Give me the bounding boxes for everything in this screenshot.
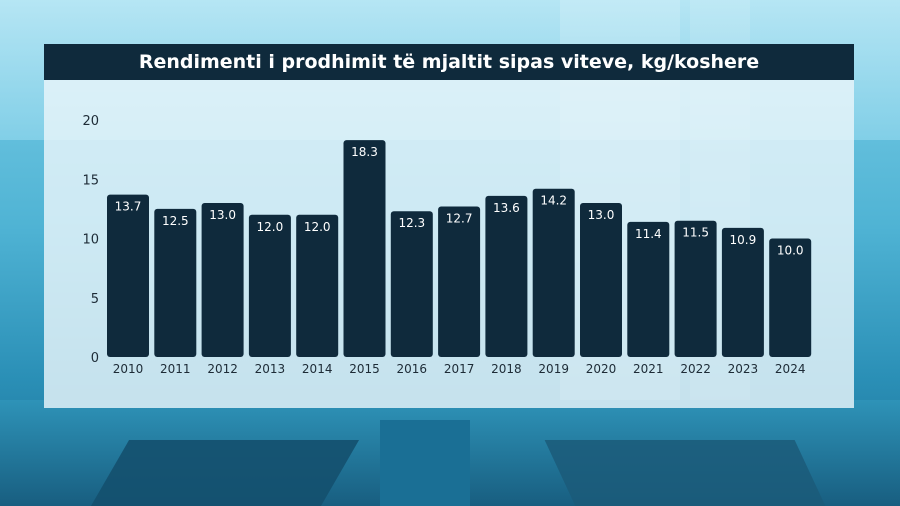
x-tick-label: 2011 — [160, 362, 191, 376]
data-label-2021: 11.4 — [635, 227, 662, 241]
x-tick-label: 2016 — [397, 362, 428, 376]
bar-2010 — [107, 194, 149, 357]
x-tick-label: 2014 — [302, 362, 333, 376]
bar-chart: 0 5 10 15 20 13.7 12.5 13.0 12.0 12.0 18.3 12.3 12.… — [82, 114, 812, 376]
bar-2016 — [390, 211, 433, 357]
y-tick-label: 10 — [82, 233, 99, 248]
x-tick-label: 2021 — [633, 362, 664, 376]
y-axis: 0 5 10 15 20 — [82, 114, 99, 366]
y-tick-label: 0 — [91, 351, 99, 366]
x-tick-label: 2015 — [349, 362, 380, 376]
x-tick-label: 2012 — [207, 362, 238, 376]
bar-2022 — [674, 220, 717, 357]
data-label-2014: 12.0 — [304, 220, 331, 234]
data-label-2024: 10.0 — [777, 244, 804, 258]
bar-2020 — [580, 202, 622, 357]
data-label-2022: 11.5 — [682, 226, 709, 240]
x-tick-label: 2010 — [113, 362, 144, 376]
background-beam — [90, 440, 360, 506]
data-label-2015: 18.3 — [351, 145, 378, 159]
x-tick-label: 2020 — [586, 362, 617, 376]
bar-2019 — [532, 188, 575, 357]
data-label-2013: 12.0 — [257, 220, 284, 234]
x-tick-label: 2019 — [538, 362, 569, 376]
data-label-2020: 13.0 — [588, 208, 615, 222]
background-beam — [380, 420, 470, 506]
bar-2024 — [769, 238, 812, 357]
data-label-2023: 10.9 — [730, 233, 757, 247]
chart-title: Rendimenti i prodhimit të mjaltit sipas … — [138, 51, 760, 73]
x-axis: 2010 2011 2012 2013 2014 2015 2016 2017 2018 2019… — [113, 362, 806, 376]
data-label-2019: 14.2 — [540, 194, 567, 208]
y-tick-label: 20 — [82, 114, 99, 129]
bar-2012 — [201, 202, 244, 357]
y-tick-label: 5 — [91, 292, 99, 307]
x-tick-label: 2023 — [728, 362, 759, 376]
background-beam — [544, 440, 826, 506]
x-tick-label: 2017 — [444, 362, 475, 376]
bar-2011 — [154, 208, 197, 357]
data-label-2011: 12.5 — [162, 214, 189, 228]
bar-2014 — [296, 214, 339, 357]
data-label-2012: 13.0 — [209, 208, 236, 222]
y-tick-label: 15 — [82, 173, 99, 188]
bar-2015 — [343, 140, 386, 357]
bar-2021 — [627, 221, 670, 357]
x-tick-label: 2018 — [491, 362, 522, 376]
data-label-2010: 13.7 — [115, 200, 142, 214]
bars: 13.7 12.5 13.0 12.0 12.0 18.3 12.3 12.7 13.6 14.2… — [107, 140, 812, 357]
bar-2018 — [485, 195, 528, 357]
data-label-2017: 12.7 — [446, 212, 473, 226]
bar-2017 — [438, 206, 481, 357]
bar-2023 — [721, 227, 764, 357]
x-tick-label: 2024 — [775, 362, 806, 376]
data-label-2018: 13.6 — [493, 201, 520, 215]
bar-2013 — [248, 214, 291, 357]
chart-panel: 0 5 10 15 20 13.7 12.5 13.0 12.0 12.0 18.3 12.3 12.… — [44, 80, 854, 408]
data-label-2016: 12.3 — [398, 216, 425, 230]
x-tick-label: 2013 — [255, 362, 286, 376]
chart-title-bar: Rendimenti i prodhimit të mjaltit sipas … — [44, 44, 854, 80]
x-tick-label: 2022 — [680, 362, 711, 376]
